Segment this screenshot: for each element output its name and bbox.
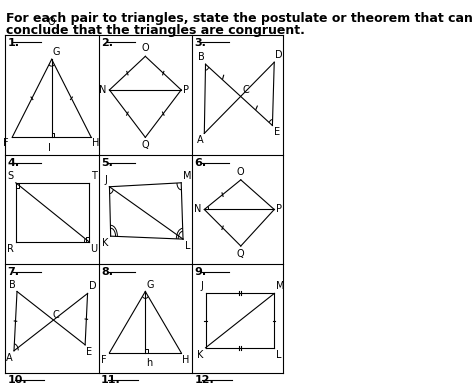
Text: F: F <box>3 138 9 148</box>
Text: B: B <box>9 279 16 289</box>
Text: A: A <box>196 135 203 146</box>
Text: O: O <box>237 167 245 177</box>
Text: P: P <box>276 204 282 214</box>
Text: H: H <box>182 355 190 365</box>
Text: M: M <box>183 171 191 181</box>
Text: S: S <box>8 171 14 181</box>
Text: 8.: 8. <box>101 267 113 277</box>
Text: B: B <box>198 52 204 62</box>
Text: I: I <box>48 143 51 153</box>
Text: L: L <box>185 241 191 251</box>
Text: K: K <box>197 350 204 360</box>
Text: L: L <box>276 350 282 360</box>
Text: 4.: 4. <box>7 158 19 168</box>
Text: E: E <box>273 127 280 137</box>
Text: 7.: 7. <box>7 267 19 277</box>
Text: h: h <box>146 358 153 368</box>
Text: N: N <box>194 204 201 214</box>
Text: G: G <box>53 47 60 57</box>
Text: O: O <box>142 43 149 53</box>
Text: 12.: 12. <box>195 375 214 385</box>
Text: 6.: 6. <box>195 158 207 168</box>
Text: N: N <box>99 85 106 95</box>
Text: conclude that the triangles are congruent.: conclude that the triangles are congruen… <box>6 24 305 37</box>
Text: J: J <box>201 281 204 291</box>
Text: T: T <box>91 171 97 181</box>
Text: P: P <box>183 85 189 95</box>
Text: D: D <box>275 50 283 60</box>
Text: G: G <box>146 279 154 289</box>
Text: For each pair to triangles, state the postulate or theorem that can be used to: For each pair to triangles, state the po… <box>6 12 474 25</box>
Text: H: H <box>92 138 100 148</box>
Text: 3.: 3. <box>195 38 207 48</box>
Text: 11.: 11. <box>101 375 121 385</box>
Text: Q: Q <box>237 249 245 259</box>
Text: R: R <box>7 244 14 254</box>
Text: F: F <box>101 355 107 365</box>
Text: A: A <box>6 353 13 363</box>
Text: 2.: 2. <box>101 38 113 48</box>
Text: J: J <box>105 175 108 185</box>
Text: Q: Q <box>142 140 149 150</box>
Text: 9.: 9. <box>195 267 207 277</box>
Text: K: K <box>102 238 109 248</box>
Text: D: D <box>89 281 96 291</box>
Text: M: M <box>276 281 284 291</box>
Text: C: C <box>52 310 59 320</box>
Text: 5.: 5. <box>101 158 113 168</box>
Text: 10.: 10. <box>7 375 27 385</box>
Text: O: O <box>48 17 55 27</box>
Text: 1.: 1. <box>7 38 19 48</box>
Text: C: C <box>242 85 249 95</box>
Text: E: E <box>86 347 92 357</box>
Text: U: U <box>91 244 98 254</box>
